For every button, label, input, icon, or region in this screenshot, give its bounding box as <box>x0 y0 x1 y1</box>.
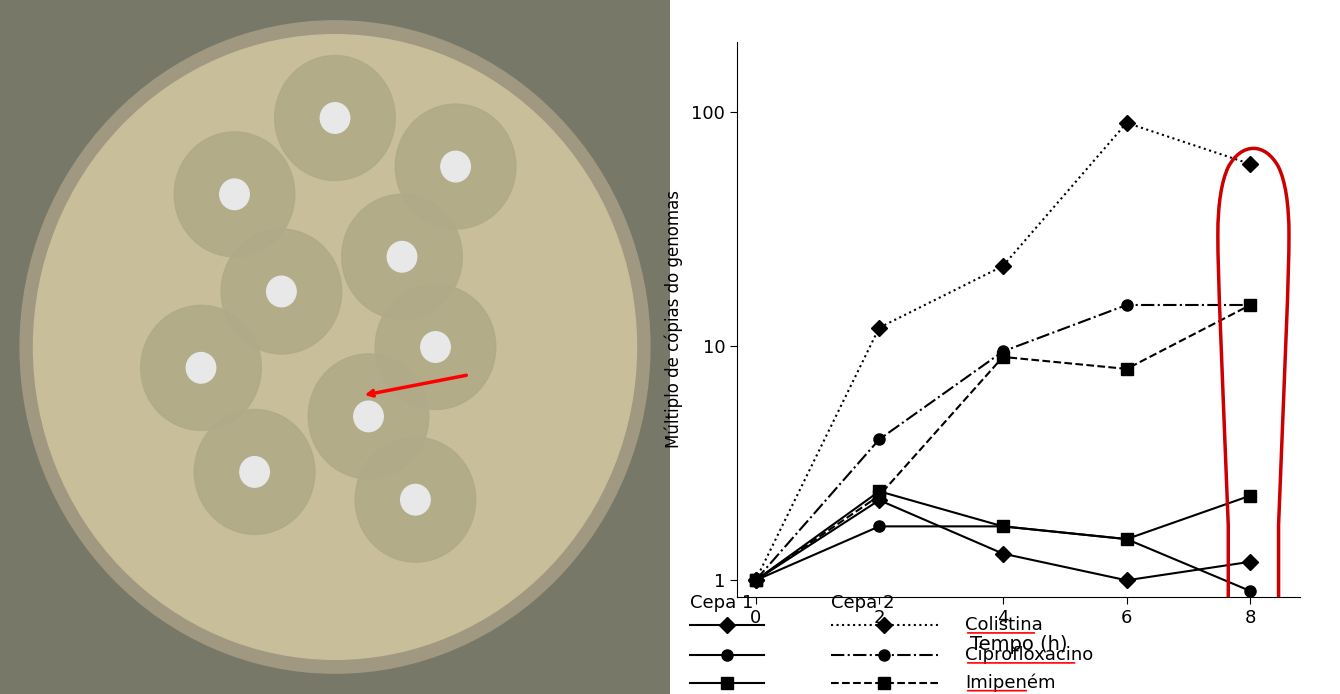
Circle shape <box>141 305 261 430</box>
Circle shape <box>354 401 383 432</box>
Text: Ciprofloxacino: Ciprofloxacino <box>965 646 1093 664</box>
Text: Cepa 2: Cepa 2 <box>831 594 894 612</box>
Text: Cepa 1: Cepa 1 <box>690 594 753 612</box>
Circle shape <box>441 151 470 182</box>
Y-axis label: Múltiplo de cópias do genomas: Múltiplo de cópias do genomas <box>665 190 683 448</box>
Circle shape <box>401 484 430 515</box>
Circle shape <box>186 353 216 383</box>
Circle shape <box>275 56 395 180</box>
Circle shape <box>20 21 650 673</box>
Circle shape <box>267 276 296 307</box>
X-axis label: Tempo (h): Tempo (h) <box>970 635 1067 654</box>
Circle shape <box>194 409 315 534</box>
Circle shape <box>308 354 429 479</box>
Circle shape <box>355 437 476 562</box>
Circle shape <box>221 229 342 354</box>
Circle shape <box>387 242 417 272</box>
Circle shape <box>375 285 496 409</box>
Circle shape <box>240 457 269 487</box>
Text: Imipeném: Imipeném <box>965 674 1056 692</box>
Circle shape <box>320 103 350 133</box>
Circle shape <box>395 104 516 229</box>
Circle shape <box>342 194 462 319</box>
Circle shape <box>174 132 295 257</box>
Text: Colistina: Colistina <box>965 616 1043 634</box>
Circle shape <box>34 35 636 659</box>
Circle shape <box>220 179 249 210</box>
Circle shape <box>421 332 450 362</box>
